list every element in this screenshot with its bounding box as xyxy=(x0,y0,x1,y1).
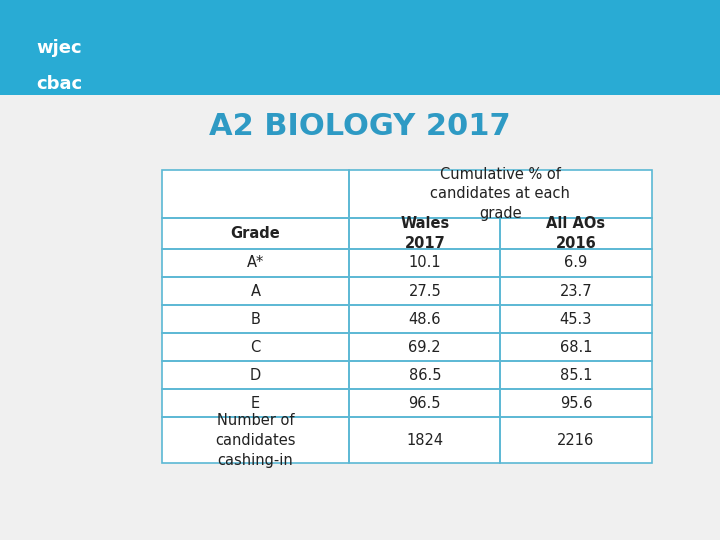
Text: All AOs
2016: All AOs 2016 xyxy=(546,216,606,251)
Text: 1824: 1824 xyxy=(406,433,444,448)
Text: 95.6: 95.6 xyxy=(559,396,593,411)
Text: A*: A* xyxy=(247,255,264,271)
Text: B: B xyxy=(251,312,261,327)
Text: 86.5: 86.5 xyxy=(408,368,441,383)
Text: 85.1: 85.1 xyxy=(559,368,593,383)
Text: 96.5: 96.5 xyxy=(408,396,441,411)
Text: D: D xyxy=(250,368,261,383)
Text: E: E xyxy=(251,396,260,411)
Text: A2 BIOLOGY 2017: A2 BIOLOGY 2017 xyxy=(210,112,510,141)
Text: 10.1: 10.1 xyxy=(408,255,441,271)
Text: 45.3: 45.3 xyxy=(560,312,592,327)
Text: Number of
candidates
cashing-in: Number of candidates cashing-in xyxy=(215,413,296,468)
Text: Grade: Grade xyxy=(230,226,281,241)
Text: 68.1: 68.1 xyxy=(559,340,593,355)
Text: A: A xyxy=(251,284,261,299)
Text: 48.6: 48.6 xyxy=(408,312,441,327)
Text: Cumulative % of
candidates at each
grade: Cumulative % of candidates at each grade xyxy=(431,166,570,221)
Text: wjec: wjec xyxy=(36,38,81,57)
Text: 69.2: 69.2 xyxy=(408,340,441,355)
Text: 23.7: 23.7 xyxy=(559,284,593,299)
Text: Wales
2017: Wales 2017 xyxy=(400,216,449,251)
Text: C: C xyxy=(251,340,261,355)
Text: 27.5: 27.5 xyxy=(408,284,441,299)
Text: 6.9: 6.9 xyxy=(564,255,588,271)
Text: cbac: cbac xyxy=(36,75,82,93)
Text: 2216: 2216 xyxy=(557,433,595,448)
